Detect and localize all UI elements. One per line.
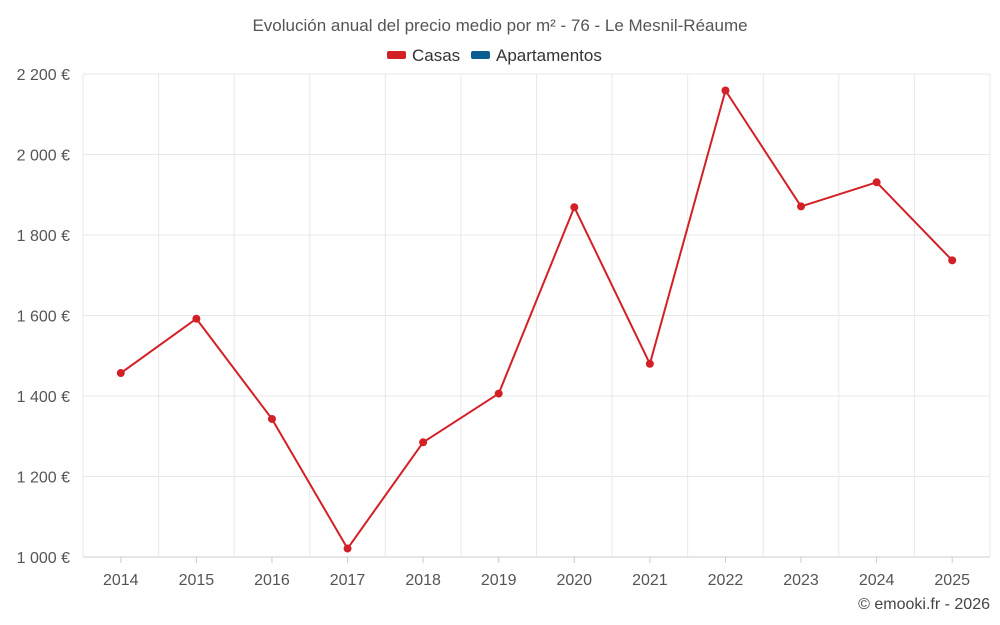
y-tick-label: 1 200 € [17,470,70,487]
grid [82,73,991,558]
x-tick-label: 2020 [556,572,592,589]
series-line-casas [120,89,953,550]
data-point[interactable] [570,203,579,212]
x-tick-label: 2019 [481,572,517,589]
x-tick-label: 2014 [103,572,139,589]
legend-item-casas[interactable]: Casas [412,46,460,65]
x-axis: 2014 2015 2016 2017 2018 2019 2020 2021 2022 2023… [103,557,970,589]
x-tick-label: 2015 [179,572,215,589]
y-tick-label: 1 600 € [17,309,70,326]
data-point[interactable] [494,389,503,398]
data-point[interactable] [343,544,352,553]
y-tick-label: 1 400 € [17,389,70,406]
legend-swatch-casas [387,51,406,59]
x-tick-label: 2023 [783,572,819,589]
x-tick-label: 2024 [859,572,895,589]
legend-swatch-apartamentos [471,51,490,59]
chart-title: Evolución anual del precio medio por m² … [252,16,747,35]
data-point[interactable] [267,414,276,423]
y-tick-label: 2 200 € [17,67,70,84]
y-axis: 1 000 € 1 200 € 1 400 € 1 600 € 1 800 € 2 000… [17,67,70,567]
y-tick-label: 1 800 € [17,228,70,245]
data-point[interactable] [116,369,125,378]
data-point[interactable] [797,202,806,211]
x-tick-label: 2018 [405,572,441,589]
y-tick-label: 1 000 € [17,550,70,567]
data-point[interactable] [721,86,730,95]
x-tick-label: 2016 [254,572,290,589]
plot-area [116,86,957,553]
data-point[interactable] [872,178,881,187]
data-point[interactable] [645,359,654,368]
x-tick-label: 2017 [330,572,366,589]
credit-text: © emooki.fr - 2026 [858,596,990,613]
x-tick-label: 2021 [632,572,668,589]
data-point[interactable] [948,256,957,265]
x-tick-label: 2022 [708,572,744,589]
y-tick-label: 2 000 € [17,148,70,165]
data-point[interactable] [419,438,428,447]
legend: Casas Apartamentos [387,46,602,65]
legend-item-apartamentos[interactable]: Apartamentos [496,46,602,65]
data-point[interactable] [192,314,201,323]
x-tick-label: 2025 [934,572,970,589]
